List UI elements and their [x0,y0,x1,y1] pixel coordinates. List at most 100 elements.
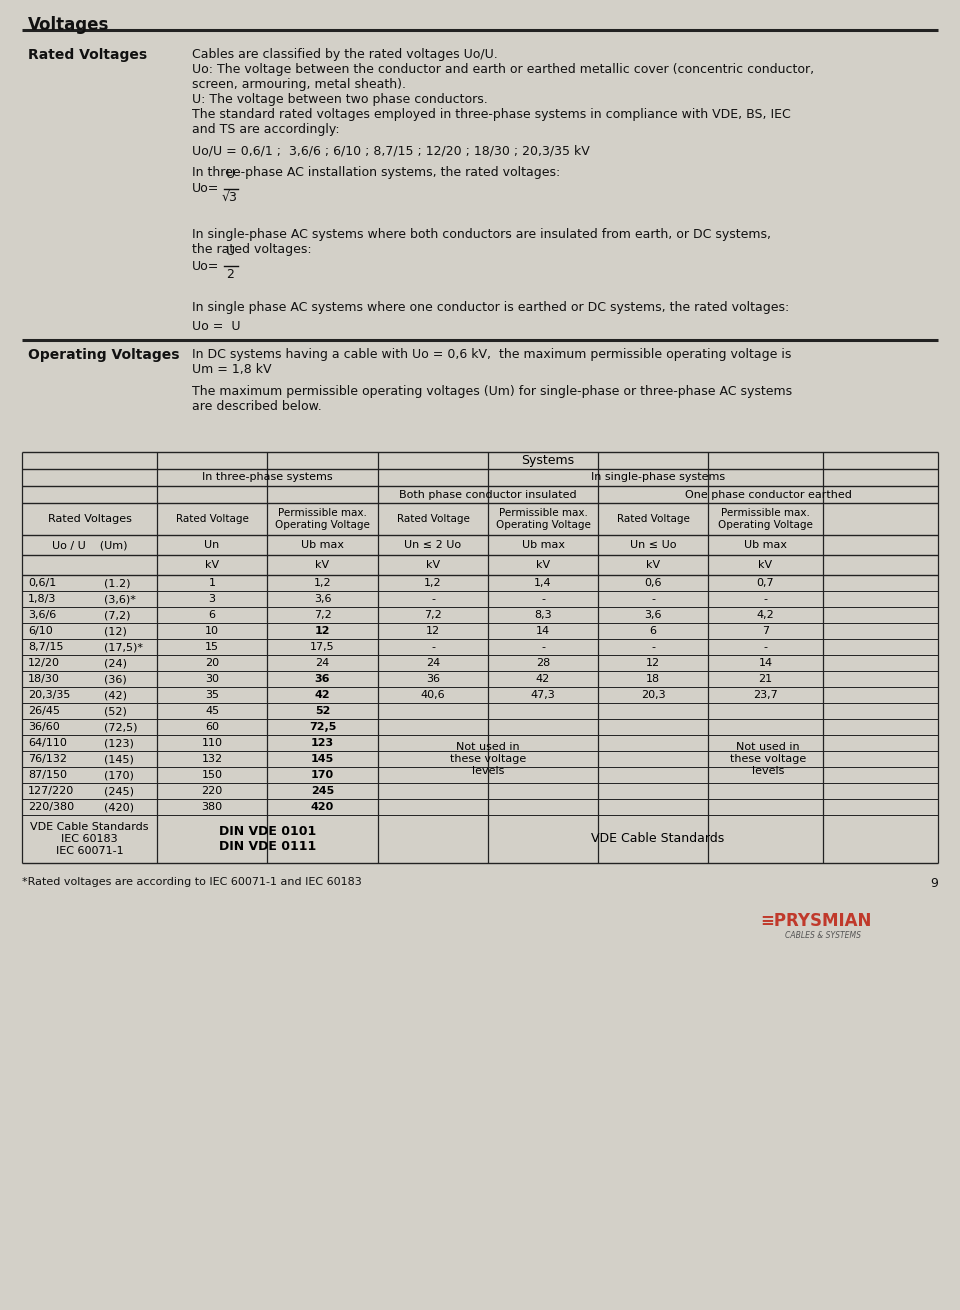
Text: 8,7/15: 8,7/15 [28,642,63,652]
Text: 380: 380 [202,802,223,812]
Text: -: - [651,593,655,604]
Text: 127/220: 127/220 [28,786,74,796]
Text: In single phase AC systems where one conductor is earthed or DC systems, the rat: In single phase AC systems where one con… [192,301,789,314]
Text: 52: 52 [315,706,330,717]
Text: 170: 170 [311,770,334,779]
Text: The maximum permissible operating voltages (Um) for single-phase or three-phase : The maximum permissible operating voltag… [192,385,792,398]
Text: 7,2: 7,2 [424,610,442,620]
Text: √3: √3 [222,191,238,204]
Text: Permissible max.
Operating Voltage: Permissible max. Operating Voltage [495,508,590,529]
Text: Cables are classified by the rated voltages Uo/U.: Cables are classified by the rated volta… [192,48,497,62]
Text: U: U [226,245,234,258]
Text: (123): (123) [104,738,133,748]
Text: 14: 14 [536,626,550,635]
Text: 3,6: 3,6 [644,610,661,620]
Text: (170): (170) [104,770,133,779]
Text: Operating Voltages: Operating Voltages [28,348,180,362]
Text: 0,7: 0,7 [756,578,775,588]
Text: 47,3: 47,3 [531,690,556,700]
Text: 12: 12 [646,658,660,668]
Text: Voltages: Voltages [28,16,109,34]
Text: Un: Un [204,540,220,550]
Text: In three-phase AC installation systems, the rated voltages:: In three-phase AC installation systems, … [192,166,561,179]
Text: 7: 7 [762,626,769,635]
Text: 0,6: 0,6 [644,578,661,588]
Text: Both phase conductor insulated: Both phase conductor insulated [399,490,577,499]
Text: kV: kV [536,559,550,570]
Text: 64/110: 64/110 [28,738,67,748]
Text: and TS are accordingly:: and TS are accordingly: [192,123,340,136]
Text: 4,2: 4,2 [756,610,775,620]
Text: 35: 35 [205,690,219,700]
Text: 220: 220 [202,786,223,796]
Text: 3,6: 3,6 [314,593,331,604]
Text: 1,2: 1,2 [424,578,442,588]
Text: 87/150: 87/150 [28,770,67,779]
Text: 1,2: 1,2 [314,578,331,588]
Text: 0,6/1: 0,6/1 [28,578,57,588]
Text: Ub max: Ub max [744,540,787,550]
Text: kV: kV [758,559,773,570]
Text: 123: 123 [311,738,334,748]
Text: Uo=: Uo= [192,259,220,272]
Text: 60: 60 [205,722,219,732]
Text: (145): (145) [104,755,133,764]
Text: One phase conductor earthed: One phase conductor earthed [684,490,852,499]
Text: 42: 42 [315,690,330,700]
Text: 45: 45 [204,706,219,717]
Text: 26/45: 26/45 [28,706,60,717]
Text: 9: 9 [930,876,938,889]
Text: 2: 2 [226,269,234,282]
Text: kV: kV [316,559,329,570]
Text: (52): (52) [104,706,127,717]
Text: In single-phase AC systems where both conductors are insulated from earth, or DC: In single-phase AC systems where both co… [192,228,771,241]
Text: 40,6: 40,6 [420,690,445,700]
Text: Uo =  U: Uo = U [192,320,241,333]
Text: 12/20: 12/20 [28,658,60,668]
Text: U: U [226,168,234,181]
Text: -: - [541,593,545,604]
Text: (245): (245) [104,786,134,796]
Text: 18: 18 [646,675,660,684]
Text: Permissible max.
Operating Voltage: Permissible max. Operating Voltage [718,508,813,529]
Text: CABLES & SYSTEMS: CABLES & SYSTEMS [785,930,861,939]
Text: Ub max: Ub max [521,540,564,550]
Text: 12: 12 [315,626,330,635]
Text: 36: 36 [426,675,440,684]
Text: (17,5)*: (17,5)* [104,642,143,652]
Text: 18/30: 18/30 [28,675,60,684]
Text: 36: 36 [315,675,330,684]
Text: 420: 420 [311,802,334,812]
Text: -: - [431,642,435,652]
Text: (420): (420) [104,802,134,812]
Text: 220/380: 220/380 [28,802,74,812]
Text: 150: 150 [202,770,223,779]
Text: Ub max: Ub max [301,540,344,550]
Text: screen, armouring, metal sheath).: screen, armouring, metal sheath). [192,79,406,90]
Text: 21: 21 [758,675,773,684]
Text: 24: 24 [426,658,440,668]
Text: (36): (36) [104,675,127,684]
Text: Not used in
these voltage
levels: Not used in these voltage levels [450,743,526,776]
Text: Rated Voltage: Rated Voltage [176,514,249,524]
Text: (24): (24) [104,658,127,668]
Text: 72,5: 72,5 [309,722,336,732]
Text: 145: 145 [311,755,334,764]
Text: In three-phase systems: In three-phase systems [203,473,333,482]
Text: Un ≤ Uo: Un ≤ Uo [630,540,676,550]
Text: U: The voltage between two phase conductors.: U: The voltage between two phase conduct… [192,93,488,106]
Text: VDE Cable Standards
IEC 60183
IEC 60071-1: VDE Cable Standards IEC 60183 IEC 60071-… [31,823,149,855]
Text: 20,3: 20,3 [640,690,665,700]
Text: Rated Voltage: Rated Voltage [396,514,469,524]
Text: 8,3: 8,3 [534,610,552,620]
Text: (42): (42) [104,690,127,700]
Text: The standard rated voltages employed in three-phase systems in compliance with V: The standard rated voltages employed in … [192,107,791,121]
Text: 28: 28 [536,658,550,668]
Text: -: - [541,642,545,652]
Text: VDE Cable Standards: VDE Cable Standards [591,832,725,845]
Text: Rated Voltage: Rated Voltage [616,514,689,524]
Text: In single-phase systems: In single-phase systems [591,473,725,482]
Text: 36/60: 36/60 [28,722,60,732]
Text: 132: 132 [202,755,223,764]
Text: the rated voltages:: the rated voltages: [192,242,312,255]
